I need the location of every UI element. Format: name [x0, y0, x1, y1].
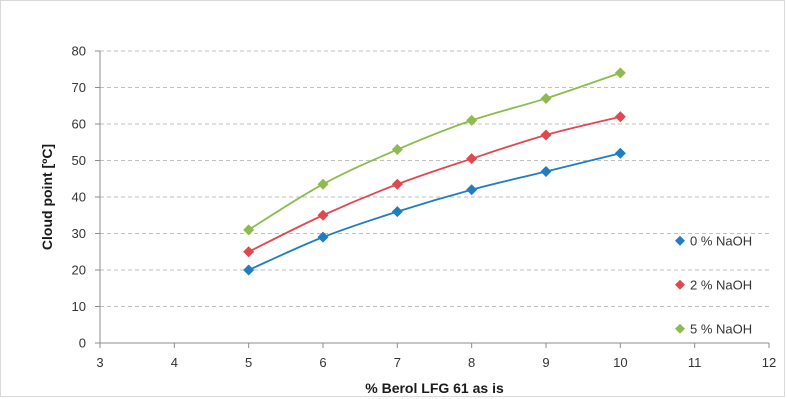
series-line-0: [248, 152, 621, 271]
x-tick-label: 7: [394, 355, 401, 370]
x-tick-label: 10: [613, 355, 627, 370]
legend-label: 5 % NaOH: [690, 321, 752, 336]
data-point: [243, 224, 255, 236]
legend-marker: [675, 323, 685, 334]
tick-labels: 0 10 20 30 40 50 60 70 80 3 4 5 6 7 8 9 10 11 12: [72, 44, 777, 371]
data-point: [391, 178, 403, 190]
y-tick-label: 80: [72, 44, 86, 59]
y-tick-label: 40: [72, 190, 86, 205]
data-point: [317, 231, 329, 243]
y-tick-label: 10: [72, 299, 86, 314]
x-tick-label: 3: [96, 355, 103, 370]
data-point: [317, 178, 329, 190]
legend-marker: [675, 235, 685, 246]
legend-label: 2 % NaOH: [690, 277, 752, 292]
data-point: [540, 129, 552, 141]
y-tick-label: 50: [72, 153, 86, 168]
gridlines: [100, 50, 769, 307]
data-point: [317, 209, 329, 221]
y-tick-label: 0: [79, 336, 86, 351]
x-tick-label: 11: [688, 355, 702, 370]
y-tick-label: 60: [72, 117, 86, 132]
legend: 0 % NaOH 2 % NaOH 5 % NaOH: [675, 233, 752, 336]
axes: [95, 50, 770, 348]
data-point: [466, 184, 478, 196]
x-tick-label: 6: [319, 355, 326, 370]
data-point: [243, 246, 255, 258]
y-tick-label: 30: [72, 226, 86, 241]
data-point: [614, 67, 626, 79]
series-line-1: [248, 115, 621, 253]
x-tick-label: 9: [542, 355, 549, 370]
x-tick-label: 8: [468, 355, 475, 370]
y-axis-title: Cloud point [ºC]: [39, 144, 55, 250]
data-point: [466, 114, 478, 126]
data-point: [391, 206, 403, 218]
data-point: [614, 147, 626, 159]
legend-marker: [675, 279, 685, 290]
series-layer: [243, 67, 626, 276]
data-point: [540, 92, 552, 104]
series-line-2: [248, 72, 621, 231]
data-point: [614, 111, 626, 123]
y-tick-label: 20: [72, 263, 86, 278]
x-tick-label: 12: [762, 355, 776, 370]
x-tick-label: 4: [171, 355, 178, 370]
data-point: [466, 153, 478, 165]
data-point: [391, 144, 403, 156]
x-axis-title: % Berol LFG 61 as is: [365, 380, 504, 396]
legend-label: 0 % NaOH: [690, 233, 752, 248]
y-tick-label: 70: [72, 80, 86, 95]
data-point: [243, 264, 255, 276]
data-point: [540, 165, 552, 177]
x-tick-label: 5: [245, 355, 252, 370]
